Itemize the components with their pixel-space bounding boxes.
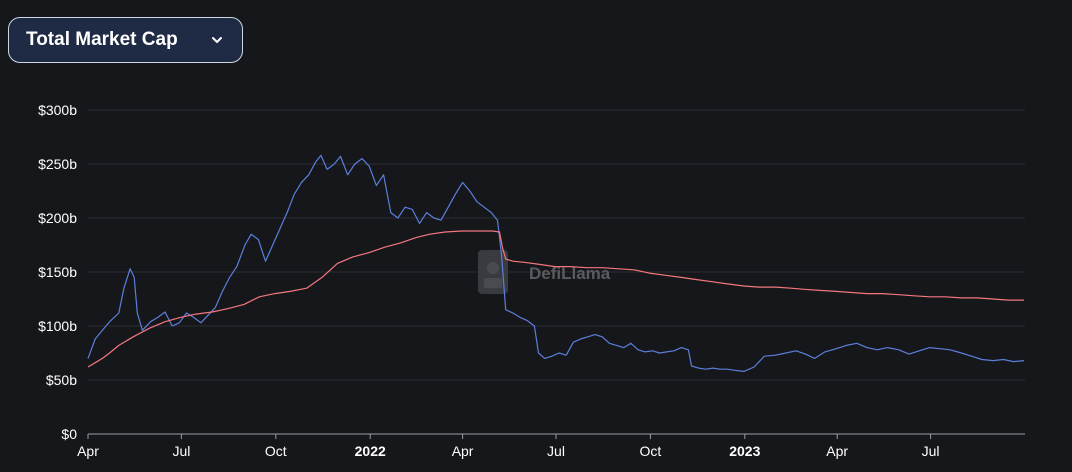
- x-tick-label: 2023: [729, 443, 760, 459]
- y-tick-label: $200b: [38, 210, 77, 226]
- x-tick-label: Jul: [172, 443, 190, 459]
- y-tick-label: $0: [61, 426, 77, 442]
- x-tick-label: Jul: [547, 443, 565, 459]
- y-tick-label: $150b: [38, 264, 77, 280]
- y-tick-label: $100b: [38, 318, 77, 334]
- llama-logo-icon: [478, 250, 508, 294]
- x-tick-label: Oct: [640, 443, 662, 459]
- metric-selector-label: Total Market Cap: [26, 29, 178, 50]
- x-tick-label: Oct: [265, 443, 287, 459]
- y-axis: $0 $50b $100b $150b $200b $250b $300b: [38, 102, 77, 442]
- chevron-down-icon: [210, 33, 224, 47]
- x-tick-label: Apr: [452, 443, 474, 459]
- y-tick-label: $50b: [46, 372, 77, 388]
- chart-grid: [88, 109, 1025, 381]
- series-line-2: [87, 230, 1024, 368]
- metric-selector-dropdown[interactable]: Total Market Cap: [8, 17, 243, 63]
- y-tick-label: $250b: [38, 156, 77, 172]
- x-axis: Apr Jul Oct 2022 Apr Jul Oct 2023 Apr Jul: [77, 433, 1025, 459]
- chart-series: [87, 154, 1025, 372]
- x-tick-label: Jul: [922, 443, 940, 459]
- x-tick-label: Apr: [826, 443, 848, 459]
- defillama-watermark: DefiLlama: [478, 250, 611, 294]
- y-tick-label: $300b: [38, 102, 77, 118]
- watermark-text: DefiLlama: [529, 264, 611, 283]
- x-tick-label: Apr: [77, 443, 99, 459]
- series-line-1: [87, 154, 1025, 372]
- x-tick-label: 2022: [355, 443, 386, 459]
